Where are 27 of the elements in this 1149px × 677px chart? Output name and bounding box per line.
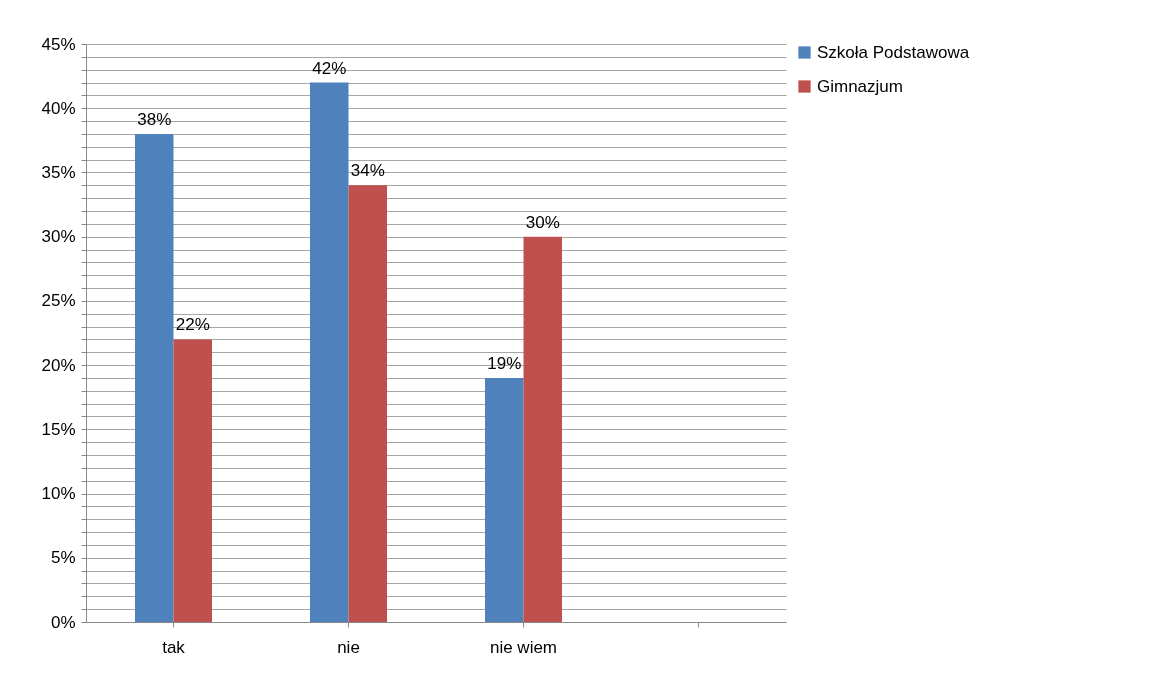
y-tick-label: 25% (41, 291, 76, 311)
y-tick-label: 30% (41, 227, 76, 247)
y-tick-label: 45% (41, 34, 76, 54)
legend-label: Szkoła Podstawowa (817, 42, 970, 62)
legend-label: Gimnazjum (817, 76, 903, 96)
x-tick-label: tak (162, 637, 186, 657)
y-tick-label: 20% (41, 355, 76, 375)
x-tick-label: nie wiem (489, 637, 558, 657)
y-tick-label: 10% (41, 484, 76, 504)
data-label: 34% (350, 161, 385, 181)
y-tick-label: 35% (41, 162, 76, 182)
data-label: 19% (487, 353, 522, 373)
data-label: 42% (312, 58, 347, 78)
y-tick-label: 5% (50, 548, 76, 568)
bar (485, 377, 524, 622)
bar (523, 236, 562, 622)
data-label: 22% (175, 315, 210, 335)
bar (135, 133, 174, 622)
bar (348, 185, 387, 622)
data-label: 30% (525, 212, 560, 232)
bar (173, 339, 212, 622)
y-tick-label: 15% (41, 419, 76, 439)
y-tick-label: 0% (50, 612, 76, 632)
x-tick-label: nie (337, 637, 360, 657)
data-label: 38% (137, 109, 172, 129)
bar (310, 82, 349, 622)
y-tick-label: 40% (41, 98, 76, 118)
